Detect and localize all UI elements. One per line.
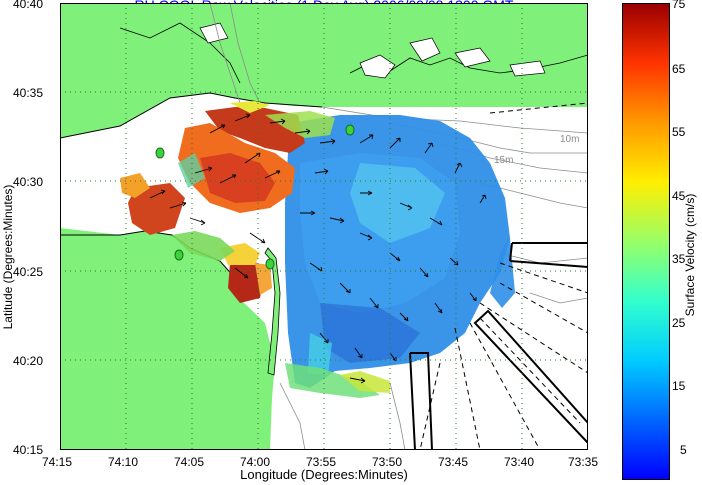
x-axis-label: Longitude (Degrees:Minutes)	[240, 467, 408, 482]
velocity-field	[120, 101, 515, 398]
radar-station	[265, 258, 275, 270]
contour-label-10m: 10m	[560, 134, 579, 145]
field-red-west	[128, 183, 185, 235]
y-tick-label: 40:30	[13, 175, 44, 189]
velocity-vectors	[149, 113, 487, 384]
colorbar-label: Surface Velocity (cm/s)	[683, 193, 697, 317]
x-tick-label: 73:35	[568, 455, 599, 469]
shipping-lanes	[419, 102, 588, 450]
colorbar-tick-label: 35	[672, 252, 686, 266]
x-tick-label: 73:50	[372, 455, 403, 469]
x-tick-label: 73:45	[438, 455, 469, 469]
x-tick-label: 73:55	[306, 455, 337, 469]
y-axis-label: Latitude (Degrees:Minutes)	[1, 184, 15, 330]
colorbar-tick-label: 15	[672, 379, 686, 393]
colorbar-gradient	[622, 3, 670, 480]
y-tick-label: 40:40	[13, 0, 44, 11]
x-tick-label: 73:40	[504, 455, 535, 469]
x-tick-label: 74:05	[174, 455, 205, 469]
y-tick-label: 40:35	[13, 86, 44, 100]
colorbar	[622, 3, 670, 480]
contour-label-15m: 15m	[494, 155, 513, 166]
colorbar-tick-label: 25	[672, 316, 686, 330]
x-tick-label: 74:10	[108, 455, 139, 469]
y-tick-label: 40:25	[13, 265, 44, 279]
colorbar-tick-label: 65	[672, 62, 686, 76]
y-tick-label: 40:15	[13, 443, 44, 457]
colorbar-tick-label: 55	[672, 125, 686, 139]
brooklyn-coast	[290, 63, 588, 106]
sandy-hook-land	[264, 247, 281, 376]
velocity-map: 10m 15m	[60, 3, 588, 450]
colorbar-tick-label: 75	[672, 0, 686, 11]
x-tick-label: 74:00	[240, 455, 271, 469]
radar-station	[155, 147, 165, 159]
colorbar-tick-label: 5	[680, 443, 687, 457]
radar-stations	[155, 124, 355, 270]
colorbar-tick-label: 45	[672, 189, 686, 203]
radar-station	[345, 124, 355, 136]
map-frame	[60, 3, 588, 450]
traffic-lanes	[409, 242, 588, 450]
x-tick-label: 74:15	[42, 455, 73, 469]
western-bay-water	[60, 163, 135, 218]
radar-station	[174, 249, 184, 261]
y-tick-label: 40:20	[13, 354, 44, 368]
